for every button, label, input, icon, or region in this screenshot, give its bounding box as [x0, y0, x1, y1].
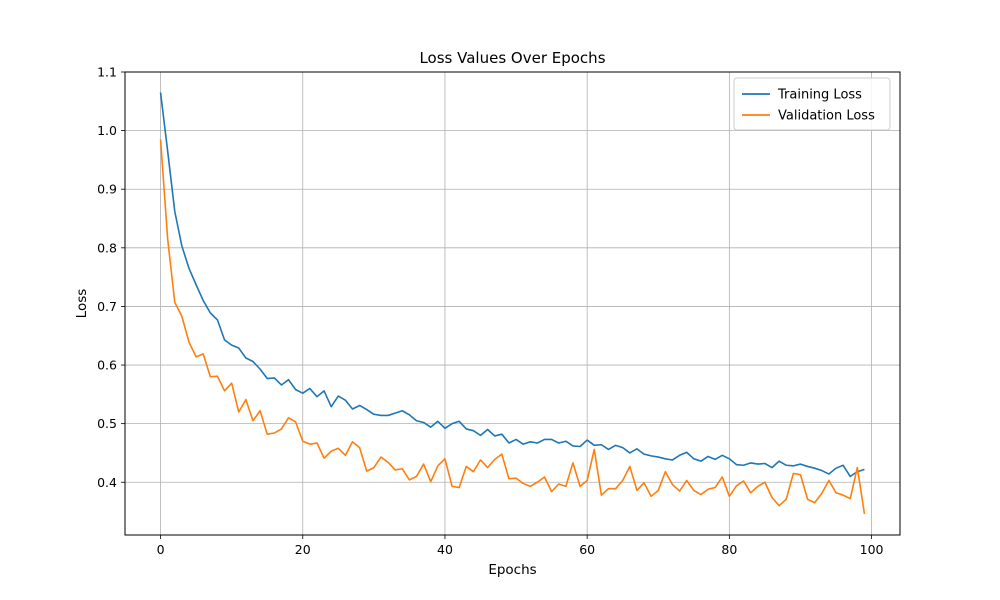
x-tick-label: 80 [721, 542, 737, 557]
x-tick-label: 100 [860, 542, 884, 557]
y-tick-label: 0.4 [97, 475, 117, 490]
x-tick-label: 40 [437, 542, 453, 557]
y-tick-label: 1.1 [97, 65, 117, 80]
x-axis-label: Epochs [488, 562, 536, 578]
x-tick-label: 20 [295, 542, 311, 557]
series-line-validation-loss [159, 139, 866, 515]
y-tick-label: 0.9 [97, 182, 117, 197]
y-tick-label: 0.8 [97, 240, 117, 255]
legend: Training Loss Validation Loss [733, 77, 891, 131]
x-tick-label: 60 [579, 542, 595, 557]
y-tick-label: 0.5 [97, 416, 117, 431]
series-lines [159, 92, 866, 515]
y-axis-ticks: 0.4 0.5 0.6 0.7 0.8 0.9 1.0 1.1 [97, 65, 125, 490]
y-axis-label: Loss [74, 289, 90, 319]
series-line-training-loss [159, 92, 865, 478]
y-tick-label: 0.6 [97, 358, 117, 373]
chart-title: Loss Values Over Epochs [419, 49, 605, 67]
y-tick-label: 0.7 [97, 299, 117, 314]
y-tick-label: 1.0 [97, 123, 117, 138]
x-axis-ticks: 0 20 40 60 80 100 [157, 535, 884, 557]
x-tick-label: 0 [157, 542, 165, 557]
legend-box [733, 77, 891, 131]
legend-entry: Validation Loss [778, 109, 875, 124]
legend-entry: Training Loss [777, 88, 862, 103]
plot-frame [124, 71, 901, 536]
